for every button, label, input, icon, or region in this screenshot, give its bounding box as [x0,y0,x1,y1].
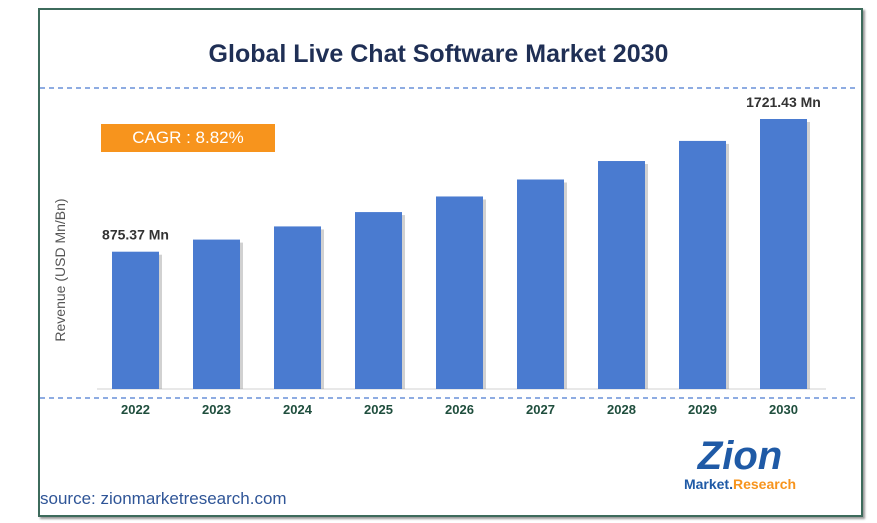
x-tick-label: 2023 [202,402,231,417]
bar-2022 [112,251,159,389]
zion-logo: Zion Market.Research [683,434,797,492]
chart-frame [38,8,863,517]
x-tick-label: 2029 [688,402,717,417]
data-label: 875.37 Mn [102,227,169,243]
bar-2029 [679,140,726,389]
x-tick-label: 2028 [607,402,636,417]
bar-2028 [598,161,645,389]
x-tick-label: 2026 [445,402,474,417]
bar-2027 [517,179,564,389]
data-label: 1721.43 Mn [746,94,821,110]
x-tick-label: 2024 [283,402,313,417]
bar-2023 [193,239,240,389]
x-tick-label: 2022 [121,402,150,417]
bar-2030 [760,119,807,389]
x-tick-label: 2025 [364,402,393,417]
chart-title: Global Live Chat Software Market 2030 [208,40,669,68]
bar-2025 [355,212,402,389]
bar-2026 [436,196,483,389]
source-text: source: zionmarketresearch.com [40,489,287,508]
bar-2024 [274,226,321,389]
x-tick-label: 2027 [526,402,555,417]
cagr-badge: CAGR : 8.82% [101,124,275,152]
x-tick-label: 2030 [769,402,798,417]
